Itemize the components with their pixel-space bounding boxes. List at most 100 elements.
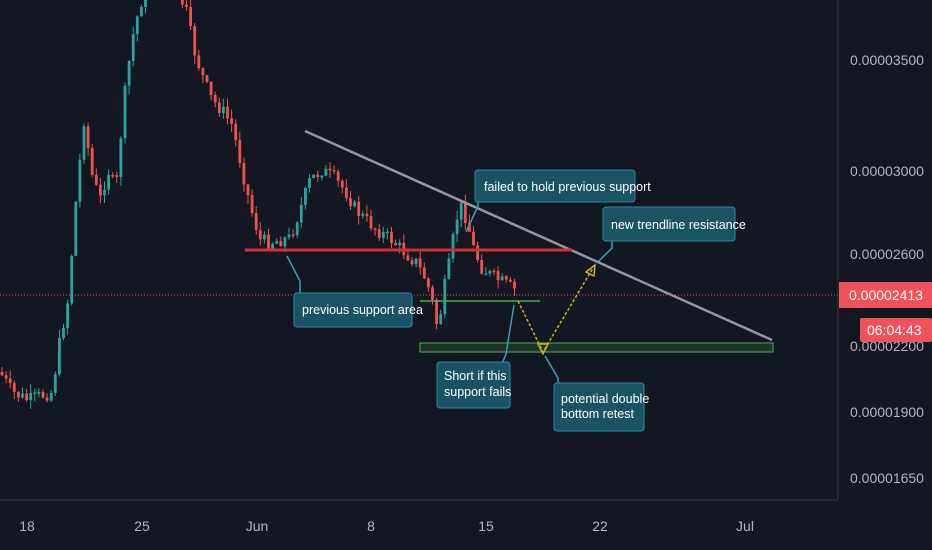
candle-body — [123, 85, 127, 139]
projection-path — [517, 267, 594, 354]
candle-body — [435, 299, 438, 324]
time-tick-label: 8 — [367, 518, 375, 534]
candle-body — [140, 7, 143, 17]
candle-body — [472, 231, 475, 246]
callout-failed-support-text: failed to hold previous support — [484, 180, 651, 194]
price-tick-label: 0.00001900 — [850, 404, 924, 420]
candle-body — [320, 175, 324, 178]
candle-body — [74, 201, 78, 256]
candle-body — [439, 314, 443, 324]
time-axis[interactable]: 18 25 Jun 8 15 22 Jul — [19, 518, 754, 534]
candle-body — [336, 171, 340, 181]
candle-body — [324, 168, 328, 176]
candle-body — [33, 392, 37, 394]
time-tick-label: Jul — [736, 518, 754, 534]
candle-body — [86, 126, 90, 149]
candle-body — [308, 178, 311, 188]
candle-body — [418, 258, 422, 268]
candle-body — [361, 213, 365, 216]
candlestick-series — [0, 0, 516, 409]
candle-body — [295, 222, 299, 236]
candle-body — [410, 260, 414, 265]
callout-new-trendline-text: new trendline resistance — [611, 218, 746, 232]
candle-body — [369, 216, 373, 229]
candle-body — [119, 138, 123, 178]
candle-body — [513, 281, 516, 289]
callout-short-if-fails: Short if this support fails — [436, 304, 515, 409]
candle-body — [49, 392, 53, 401]
candle-body — [463, 202, 467, 223]
callout-double-bottom-line2: bottom retest — [561, 407, 634, 421]
candle-body — [37, 392, 41, 394]
candle-body — [4, 375, 8, 379]
price-axis[interactable]: 0.000035000.000030000.000026000.00002200… — [850, 52, 924, 486]
candle-body — [431, 287, 434, 300]
candle-body — [414, 258, 418, 265]
candle-body — [82, 126, 86, 160]
candle-body — [107, 174, 110, 190]
projection-arrow-down — [536, 343, 550, 356]
candle-body — [398, 242, 402, 246]
candle-body — [12, 383, 16, 392]
candle-body — [209, 81, 213, 96]
candle-body — [66, 303, 69, 328]
candle-body — [443, 279, 447, 315]
candle-body — [53, 374, 57, 393]
candle-body — [58, 338, 61, 375]
candle-body — [144, 0, 147, 8]
candle-body — [496, 270, 500, 281]
candle-body — [488, 270, 492, 274]
candle-body — [447, 258, 451, 280]
candle-body — [62, 327, 65, 339]
candle-body — [25, 393, 28, 401]
candle-body — [291, 234, 295, 236]
candle-body — [283, 237, 287, 247]
candle-body — [17, 391, 20, 398]
candle-body — [349, 198, 352, 207]
candle-body — [135, 16, 139, 35]
candle-body — [353, 201, 356, 207]
candle-body — [0, 372, 4, 376]
candle-body — [99, 184, 102, 196]
candle-body — [340, 180, 344, 188]
candle-body — [332, 170, 336, 172]
candle-body — [459, 202, 463, 220]
candle-body — [365, 213, 369, 217]
candle-body — [181, 0, 184, 5]
candle-body — [271, 243, 274, 249]
candle-body — [254, 213, 258, 231]
candle-body — [193, 26, 197, 56]
candle-body — [29, 392, 33, 401]
candle-body — [230, 118, 233, 124]
candle-body — [8, 378, 12, 384]
callout-short-if-fails-line1: Short if this — [444, 369, 507, 383]
candle-body — [484, 273, 488, 276]
candle-body — [492, 270, 496, 273]
candle-body — [468, 222, 471, 232]
callout-previous-support: previous support area — [286, 255, 423, 328]
candle-body — [427, 278, 430, 288]
candle-body — [287, 234, 291, 238]
time-tick-label: 18 — [19, 518, 35, 534]
candle-body — [345, 187, 348, 199]
candle-body — [103, 189, 106, 196]
candle-body — [316, 174, 320, 177]
time-tick-label: 25 — [134, 518, 150, 534]
candle-body — [78, 159, 82, 202]
candle-body — [217, 102, 221, 113]
candle-body — [406, 255, 410, 261]
candle-body — [279, 241, 283, 247]
candle-body — [90, 148, 94, 175]
candle-body — [70, 255, 74, 304]
candle-body — [381, 231, 385, 238]
candle-body — [94, 174, 98, 185]
candle-body — [115, 175, 119, 178]
time-tick-label: 15 — [478, 518, 494, 534]
candle-body — [312, 174, 315, 179]
time-tick-label: 22 — [592, 518, 608, 534]
callout-short-if-fails-line2: support fails — [444, 385, 511, 399]
candle-body — [394, 243, 397, 246]
candle-body — [205, 75, 209, 82]
